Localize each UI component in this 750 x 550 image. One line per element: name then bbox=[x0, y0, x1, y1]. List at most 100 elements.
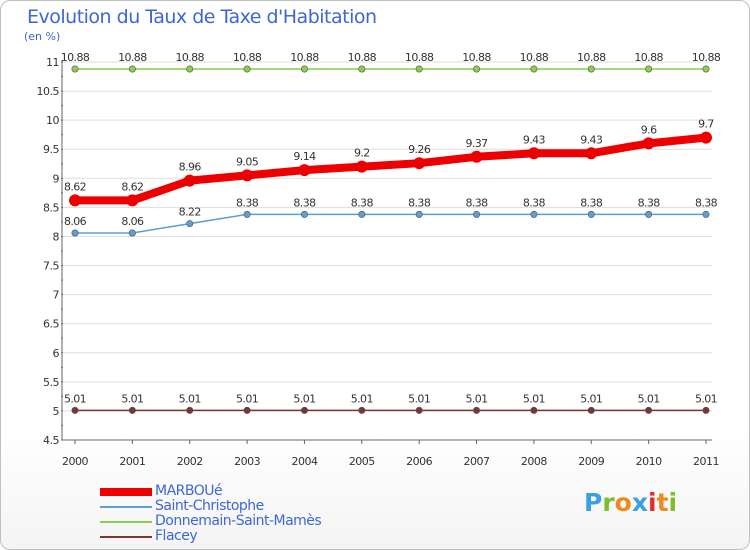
data-label-flacey: 5.01 bbox=[351, 392, 373, 405]
logo-letter: i bbox=[648, 488, 657, 517]
x-tick-label: 2008 bbox=[521, 455, 547, 468]
logo-letter: x bbox=[631, 488, 648, 517]
data-label-flacey: 5.01 bbox=[523, 392, 545, 405]
y-tick-label: 9 bbox=[53, 172, 60, 185]
proxiti-logo: Proxiti bbox=[584, 488, 677, 517]
data-label-saint-christophe: 8.38 bbox=[523, 196, 546, 209]
y-tick-label: 6 bbox=[53, 347, 60, 360]
data-point-donnemain-saint-mames bbox=[645, 65, 653, 73]
legend-label: MARBOUé bbox=[155, 483, 223, 499]
data-point-marboue bbox=[470, 150, 483, 163]
legend-swatch bbox=[100, 506, 152, 508]
x-tick-label: 2007 bbox=[464, 455, 490, 468]
legend-swatch bbox=[100, 521, 152, 523]
y-tick-label: 11 bbox=[46, 56, 59, 69]
y-tick-label: 8.5 bbox=[43, 201, 59, 214]
data-label-marboue: 9.2 bbox=[354, 147, 370, 160]
x-tick-label: 2002 bbox=[177, 455, 203, 468]
series-layer bbox=[69, 65, 712, 414]
x-tick-label: 2003 bbox=[234, 455, 260, 468]
data-label-saint-christophe: 8.38 bbox=[293, 196, 316, 209]
data-label-marboue: 8.96 bbox=[179, 161, 202, 174]
data-label-flacey: 5.01 bbox=[408, 392, 430, 405]
data-point-saint-christophe bbox=[128, 229, 136, 237]
data-label-marboue: 9.05 bbox=[236, 155, 259, 168]
data-point-flacey bbox=[300, 406, 308, 414]
data-point-marboue bbox=[241, 169, 254, 182]
series-line-marboue bbox=[75, 133, 707, 205]
data-label-donnemain-saint-mames: 10.88 bbox=[462, 51, 491, 64]
data-label-marboue: 9.43 bbox=[580, 133, 603, 146]
y-tick-label: 9.5 bbox=[43, 143, 59, 156]
grid-layer bbox=[62, 61, 712, 441]
data-point-saint-christophe bbox=[243, 210, 251, 218]
series-line-saint-christophe bbox=[75, 213, 706, 234]
data-point-donnemain-saint-mames bbox=[300, 65, 308, 73]
data-label-flacey: 5.01 bbox=[64, 392, 86, 405]
y-tick-label: 10.5 bbox=[37, 85, 60, 98]
data-point-marboue bbox=[69, 194, 81, 207]
data-point-donnemain-saint-mames bbox=[473, 65, 481, 73]
data-label-flacey: 5.01 bbox=[465, 392, 487, 405]
data-label-saint-christophe: 8.38 bbox=[351, 196, 374, 209]
data-point-marboue bbox=[413, 157, 426, 170]
logo-letter: P bbox=[584, 488, 603, 517]
data-label-marboue: 9.43 bbox=[523, 133, 546, 146]
data-label-flacey: 5.01 bbox=[695, 392, 717, 405]
data-label-flacey: 5.01 bbox=[179, 392, 201, 405]
data-point-marboue bbox=[298, 164, 311, 177]
data-label-marboue: 9.37 bbox=[465, 137, 488, 150]
y-tick-label: 8 bbox=[53, 230, 60, 243]
axis-layer: 4.5 5 5.5 6 6.5 7 7.5 8 8.5 9 9.5 10 10.5 11 2000 2001 2… bbox=[37, 56, 720, 468]
data-point-saint-christophe bbox=[473, 210, 481, 218]
data-point-saint-christophe bbox=[702, 210, 710, 218]
y-tick-label: 5.5 bbox=[43, 376, 59, 389]
data-point-marboue bbox=[183, 174, 196, 187]
legend-label: Donnemain-Saint-Mamès bbox=[155, 513, 322, 529]
data-label-flacey: 5.01 bbox=[236, 392, 258, 405]
data-label-donnemain-saint-mames: 10.88 bbox=[233, 51, 262, 64]
data-point-saint-christophe bbox=[530, 210, 538, 218]
data-label-donnemain-saint-mames: 10.88 bbox=[577, 51, 606, 64]
data-point-donnemain-saint-mames bbox=[415, 65, 423, 73]
logo-letter: r bbox=[602, 488, 615, 517]
x-tick-label: 2005 bbox=[349, 455, 375, 468]
data-label-saint-christophe: 8.38 bbox=[236, 196, 259, 209]
data-point-marboue bbox=[527, 147, 540, 160]
data-point-flacey bbox=[358, 406, 366, 414]
data-point-flacey bbox=[587, 406, 595, 414]
data-point-saint-christophe bbox=[645, 210, 653, 218]
chart-unit: (en %) bbox=[24, 30, 61, 43]
data-point-saint-christophe bbox=[300, 210, 308, 218]
data-label-saint-christophe: 8.38 bbox=[408, 196, 431, 209]
data-label-saint-christophe: 8.06 bbox=[121, 215, 144, 228]
x-tick-label: 2010 bbox=[636, 455, 662, 468]
data-label-saint-christophe: 8.22 bbox=[179, 206, 201, 219]
data-point-flacey bbox=[645, 406, 653, 414]
y-tick-label: 7.5 bbox=[43, 260, 59, 273]
data-label-donnemain-saint-mames: 10.88 bbox=[405, 51, 434, 64]
data-point-marboue bbox=[355, 160, 368, 173]
data-point-saint-christophe bbox=[415, 210, 423, 218]
data-point-donnemain-saint-mames bbox=[243, 65, 251, 73]
data-point-flacey bbox=[243, 406, 251, 414]
y-tick-label: 6.5 bbox=[43, 318, 59, 331]
data-label-marboue: 9.14 bbox=[293, 150, 316, 163]
x-tick-label: 2009 bbox=[578, 455, 604, 468]
data-point-saint-christophe bbox=[358, 210, 366, 218]
legend-swatch bbox=[100, 536, 152, 538]
legend-label: Flacey bbox=[155, 528, 198, 544]
data-label-flacey: 5.01 bbox=[580, 392, 602, 405]
data-point-flacey bbox=[702, 406, 710, 414]
data-label-donnemain-saint-mames: 10.88 bbox=[118, 51, 147, 64]
x-tick-label: 2000 bbox=[62, 455, 88, 468]
data-label-layer: 8.06 8.06 8.22 8.38 8.38 8.38 8.38 8.38 8.38 8.38… bbox=[61, 51, 722, 405]
data-point-donnemain-saint-mames bbox=[186, 65, 194, 73]
data-point-flacey bbox=[128, 406, 136, 414]
data-point-saint-christophe bbox=[587, 210, 595, 218]
data-label-saint-christophe: 8.38 bbox=[695, 196, 718, 209]
data-label-marboue: 8.62 bbox=[121, 180, 143, 193]
chart-title: Evolution du Taux de Taxe d'Habitation bbox=[27, 6, 377, 28]
